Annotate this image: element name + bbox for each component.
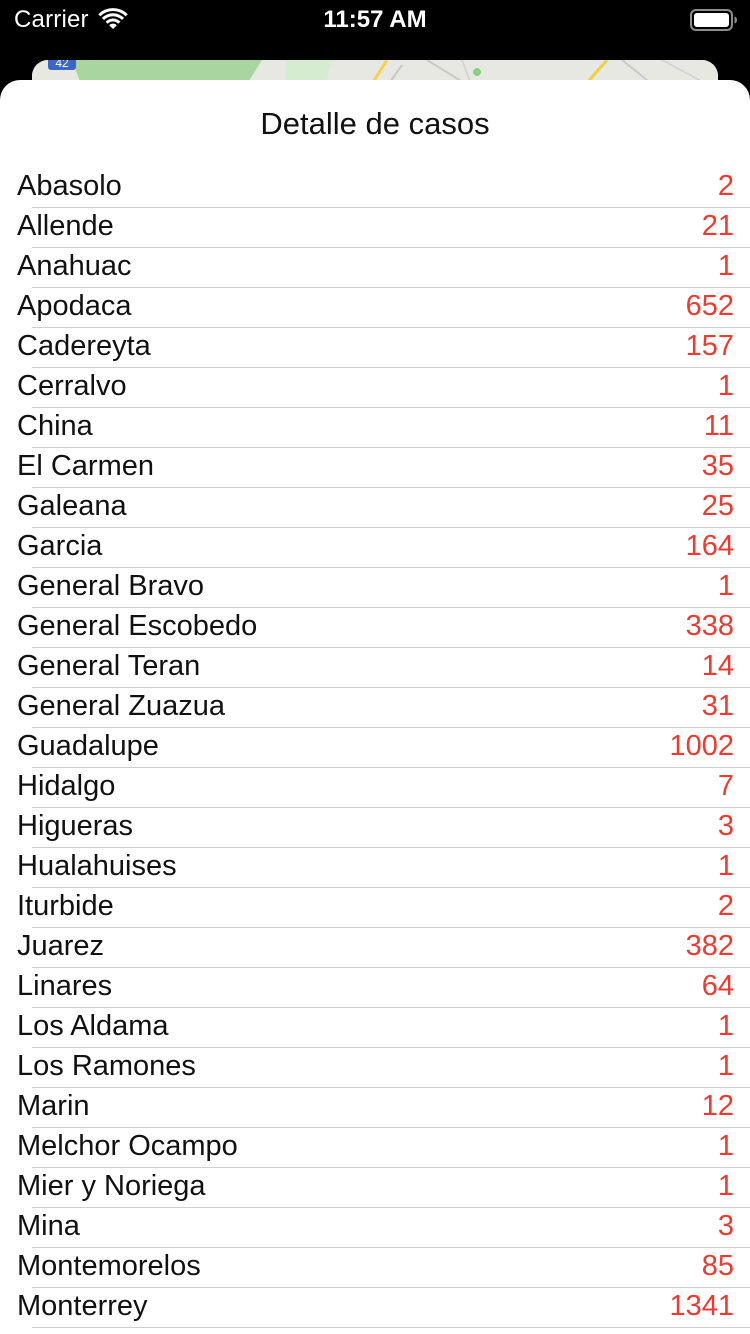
case-count: 1 <box>717 850 734 882</box>
municipality-name: Hualahuises <box>17 850 177 882</box>
case-count: 12 <box>701 1090 734 1122</box>
municipality-name: Cerralvo <box>17 370 127 402</box>
list-item[interactable]: Marin 12 <box>0 1088 750 1128</box>
list-item[interactable]: Monterrey 1341 <box>0 1288 750 1328</box>
municipality-name: Los Aldama <box>17 1010 169 1042</box>
municipality-name: Hidalgo <box>17 770 116 802</box>
list-item[interactable]: General Zuazua 31 <box>0 688 750 728</box>
case-count: 1 <box>717 1130 734 1162</box>
list-item[interactable]: Cadereyta 157 <box>0 328 750 368</box>
municipality-name: General Bravo <box>17 570 204 602</box>
case-count: 25 <box>701 490 734 522</box>
clock: 11:57 AM <box>323 6 427 33</box>
list-item[interactable]: Los Ramones 1 <box>0 1048 750 1088</box>
case-count: 1 <box>717 1050 734 1082</box>
municipality-name: Galeana <box>17 490 127 522</box>
case-count: 1 <box>717 1170 734 1202</box>
case-count: 35 <box>701 450 734 482</box>
case-count: 1 <box>717 570 734 602</box>
list-item[interactable]: Linares 64 <box>0 968 750 1008</box>
carrier-group: Carrier <box>14 6 129 34</box>
list-item[interactable]: Hidalgo 7 <box>0 768 750 808</box>
cases-sheet: Detalle de casos Abasolo 2 Allende 21 Anahua… <box>0 80 750 1334</box>
list-item[interactable]: Higueras 3 <box>0 808 750 848</box>
list-item[interactable]: Allende 21 <box>0 208 750 248</box>
case-count: 85 <box>701 1250 734 1282</box>
case-count: 1341 <box>669 1290 734 1322</box>
case-count: 157 <box>685 330 734 362</box>
carrier-label: Carrier <box>14 6 89 33</box>
list-item[interactable]: Juarez 382 <box>0 928 750 968</box>
route-shield-icon <box>48 60 76 70</box>
list-item[interactable]: El Carmen 35 <box>0 448 750 488</box>
municipality-name: Melchor Ocampo <box>17 1130 238 1162</box>
list-item[interactable]: Montemorelos 85 <box>0 1248 750 1288</box>
case-list[interactable]: Abasolo 2 Allende 21 Anahuac 1 Apodaca 652 Cader… <box>0 168 750 1328</box>
case-count: 338 <box>685 610 734 642</box>
municipality-name: Apodaca <box>17 290 132 322</box>
case-count: 2 <box>717 890 734 922</box>
municipality-name: El Carmen <box>17 450 154 482</box>
case-count: 652 <box>685 290 734 322</box>
case-count: 3 <box>717 810 734 842</box>
municipality-name: Marin <box>17 1090 90 1122</box>
municipality-name: General Teran <box>17 650 201 682</box>
status-bar: Carrier 11:57 AM <box>0 0 750 40</box>
list-item[interactable]: General Teran 14 <box>0 648 750 688</box>
route-badge: 42 <box>55 60 69 70</box>
municipality-name: Higueras <box>17 810 134 842</box>
list-item[interactable]: China 11 <box>0 408 750 448</box>
municipality-name: Linares <box>17 970 113 1002</box>
municipality-name: Mina <box>17 1210 80 1242</box>
list-item[interactable]: Garcia 164 <box>0 528 750 568</box>
list-item[interactable]: Mier y Noriega 1 <box>0 1168 750 1208</box>
municipality-name: Los Ramones <box>17 1050 196 1082</box>
municipality-name: Mier y Noriega <box>17 1170 206 1202</box>
list-item[interactable]: General Escobedo 338 <box>0 608 750 648</box>
municipality-name: Guadalupe <box>17 730 159 762</box>
list-item[interactable]: Mina 3 <box>0 1208 750 1248</box>
case-count: 64 <box>701 970 734 1002</box>
wifi-icon <box>97 8 128 29</box>
municipality-name: Juarez <box>17 930 105 962</box>
case-count: 21 <box>701 210 734 242</box>
case-count: 1 <box>717 370 734 402</box>
case-count: 11 <box>703 410 734 442</box>
case-count: 1 <box>717 1010 734 1042</box>
list-item[interactable]: Galeana 25 <box>0 488 750 528</box>
municipality-name: Iturbide <box>17 890 114 922</box>
municipality-name: Anahuac <box>17 250 132 282</box>
case-count: 382 <box>685 930 734 962</box>
list-item[interactable]: Guadalupe 1002 <box>0 728 750 768</box>
municipality-name: General Zuazua <box>17 690 225 722</box>
municipality-name: Garcia <box>17 530 103 562</box>
case-count: 31 <box>701 690 734 722</box>
list-item[interactable]: General Bravo 1 <box>0 568 750 608</box>
municipality-name: Monterrey <box>17 1290 148 1322</box>
municipality-name: China <box>17 410 93 442</box>
case-count: 1 <box>717 250 734 282</box>
list-item[interactable]: Cerralvo 1 <box>0 368 750 408</box>
list-item[interactable]: Iturbide 2 <box>0 888 750 928</box>
municipality-name: Abasolo <box>17 170 122 202</box>
municipality-name: General Escobedo <box>17 610 258 642</box>
list-item[interactable]: Apodaca 652 <box>0 288 750 328</box>
list-item[interactable]: Anahuac 1 <box>0 248 750 288</box>
sheet-title: Detalle de casos <box>260 106 490 141</box>
case-count: 1002 <box>669 730 734 762</box>
municipality-name: Cadereyta <box>17 330 151 362</box>
list-item[interactable]: Los Aldama 1 <box>0 1008 750 1048</box>
municipality-name: Allende <box>17 210 114 242</box>
case-count: 3 <box>717 1210 734 1242</box>
battery-icon <box>690 9 737 31</box>
list-item[interactable]: Hualahuises 1 <box>0 848 750 888</box>
case-count: 164 <box>685 530 734 562</box>
case-count: 2 <box>717 170 734 202</box>
case-count: 14 <box>701 650 734 682</box>
list-item[interactable]: Melchor Ocampo 1 <box>0 1128 750 1168</box>
municipality-name: Montemorelos <box>17 1250 201 1282</box>
list-item[interactable]: Abasolo 2 <box>0 168 750 208</box>
case-count: 7 <box>717 770 734 802</box>
